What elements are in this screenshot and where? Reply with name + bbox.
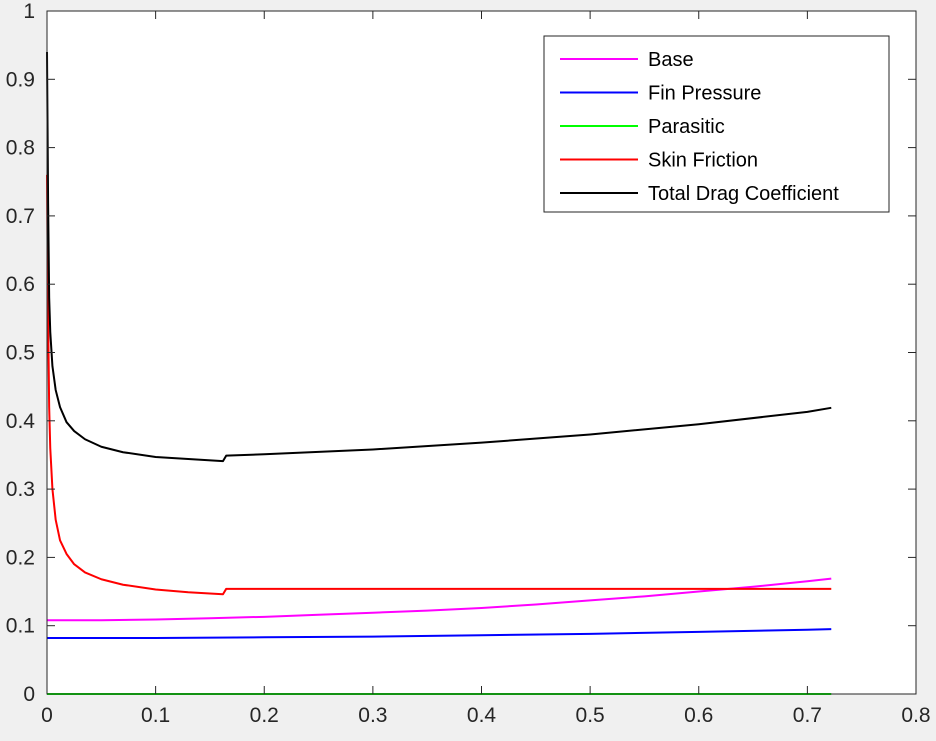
legend-label-2: Parasitic <box>648 116 725 138</box>
series-line-1 <box>47 628 832 639</box>
y-tick-label: 0.8 <box>6 137 35 160</box>
y-tick-label: 0.1 <box>6 615 35 638</box>
axes-layer: 0 0.1 0.2 0.3 0.4 0.5 0.6 0.7 0.8 0 0.1 0.2 0.3 0.4 0.… <box>6 0 931 727</box>
x-tick-label: 0.4 <box>467 704 497 727</box>
x-tick-label: 0.6 <box>684 704 713 727</box>
legend: Base Fin Pressure Parasitic Skin Friction To… <box>543 35 890 213</box>
y-tick-label: 0.3 <box>6 478 35 501</box>
legend-label-3: Skin Friction <box>648 150 758 172</box>
x-tick-label: 0.2 <box>250 704 279 727</box>
series-line-3 <box>46 174 832 596</box>
x-tick-label: 0.1 <box>141 704 170 727</box>
x-tick-label: 0.8 <box>901 704 930 727</box>
legend-box <box>543 35 890 213</box>
y-tick-label: 0.7 <box>6 205 35 228</box>
x-tick-label: 0.7 <box>793 704 822 727</box>
y-tick-label: 0.9 <box>6 68 35 91</box>
y-tick-label: 0 <box>23 683 35 706</box>
x-tick-label: 0.3 <box>358 704 387 727</box>
y-tick-label: 1 <box>23 0 35 23</box>
series-line-4 <box>46 51 832 463</box>
x-tick-label: 0 <box>41 704 53 727</box>
y-tick-label: 0.4 <box>6 410 36 433</box>
x-tick-label: 0.5 <box>576 704 605 727</box>
legend-label-4: Total Drag Coefficient <box>648 183 839 205</box>
legend-label-0: Base <box>648 49 694 71</box>
y-tick-label: 0.2 <box>6 546 35 569</box>
y-tick-label: 0.5 <box>6 342 35 365</box>
y-tick-label: 0.6 <box>6 273 35 296</box>
legend-label-1: Fin Pressure <box>648 83 761 105</box>
